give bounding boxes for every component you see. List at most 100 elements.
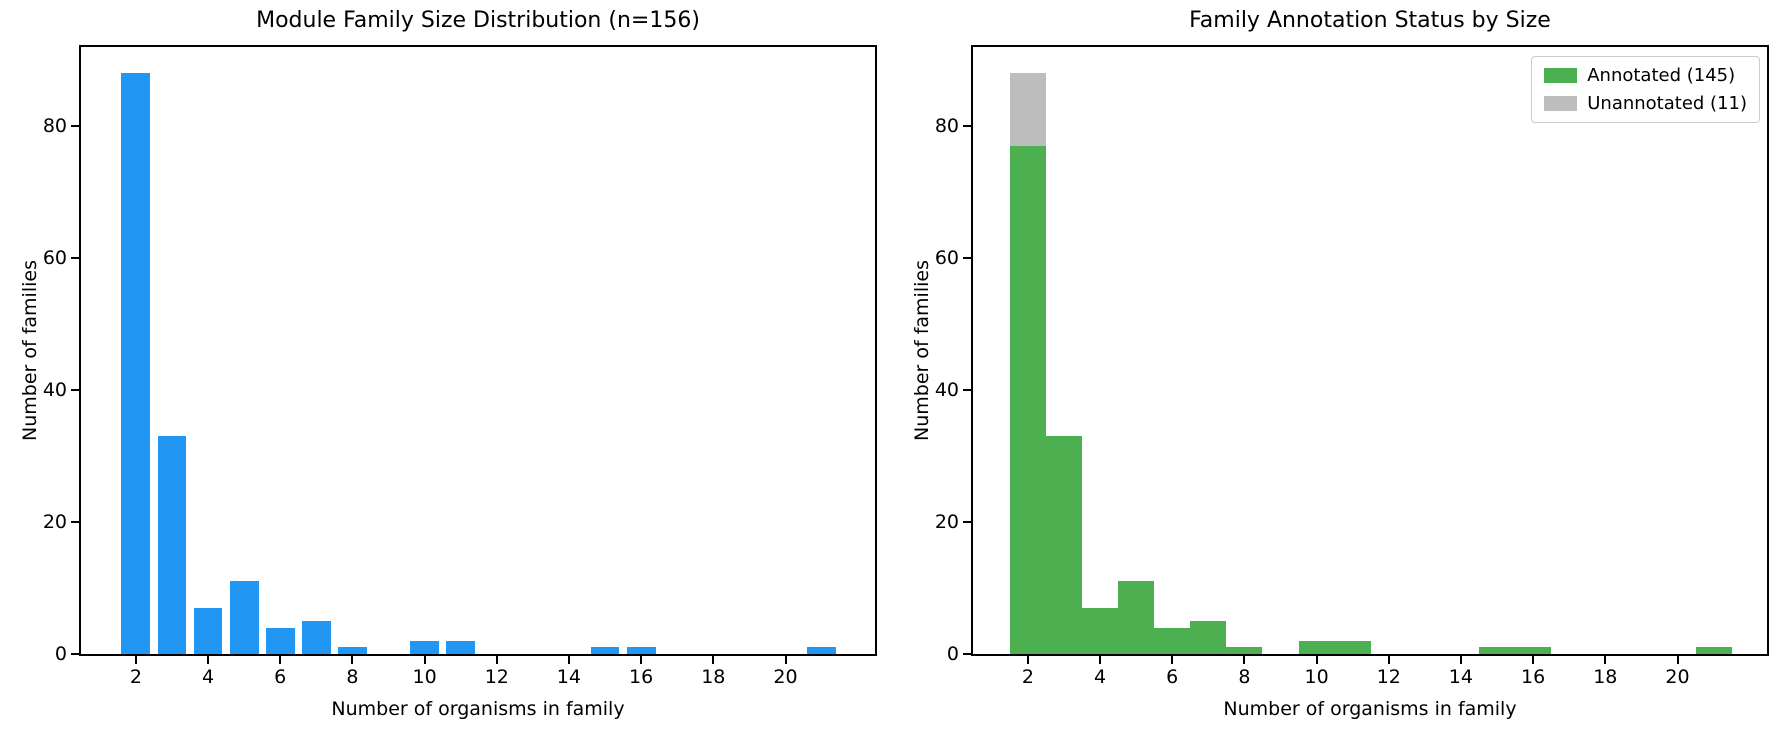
y-tick-label: 40 [42, 379, 67, 402]
y-tick [963, 653, 971, 655]
x-tick [134, 656, 137, 664]
bar-size-21-series-0 [1695, 647, 1732, 654]
y-tick-label: 60 [934, 247, 959, 270]
y-tick [963, 521, 971, 523]
y-tick-label: 0 [54, 643, 67, 665]
x-tick [495, 656, 498, 664]
left-chart-xlabel: Number of organisms in family [331, 698, 625, 720]
bar-size-7-series-0 [1190, 621, 1227, 654]
bar-size-8-series-0 [1226, 647, 1263, 654]
x-tick [1099, 656, 1101, 664]
x-tick-label: 8 [1238, 666, 1251, 688]
y-tick [71, 389, 79, 392]
bar-size-4-series-0 [1082, 607, 1119, 654]
x-tick [784, 656, 787, 664]
right-axes-bottom-spine [971, 654, 1769, 656]
y-tick [71, 257, 79, 260]
bar-size-11 [446, 640, 476, 654]
left-chart-axes: Module Family Size Distribution (n=156) … [19, 8, 877, 720]
y-tick-label: 20 [42, 511, 67, 533]
x-tick-label: 16 [1521, 666, 1546, 688]
y-tick-label: 80 [42, 115, 67, 138]
y-tick-label: 20 [934, 511, 959, 533]
x-tick-label: 16 [629, 666, 654, 688]
legend-entry-unannotated: Unannotated (11) [1544, 93, 1747, 114]
right-chart-ylabel: Number of families [911, 260, 933, 441]
x-tick-label: 14 [556, 666, 581, 688]
bar-size-6-series-0 [1154, 627, 1191, 654]
bar-size-8 [338, 647, 367, 654]
y-tick [71, 125, 79, 128]
y-tick [71, 521, 79, 523]
right-plot-area: 2 4 6 8 10 12 14 16 18 20 0 20 40 60 80 [935, 47, 1767, 688]
bar-size-6 [265, 627, 295, 654]
legend-label-annotated: Annotated (145) [1587, 65, 1736, 86]
y-tick-label: 80 [934, 115, 959, 138]
y-tick-label: 0 [946, 643, 959, 665]
bar-size-16 [626, 647, 656, 654]
bar-size-7 [301, 621, 331, 654]
right-axes-right-spine [1767, 47, 1769, 654]
x-tick [1459, 656, 1462, 664]
x-tick [207, 656, 209, 664]
x-tick-label: 6 [274, 666, 287, 688]
x-tick-label: 20 [1665, 666, 1690, 688]
bar-size-4 [193, 607, 223, 654]
bar-size-5-series-0 [1118, 581, 1155, 654]
x-tick-label: 10 [412, 666, 437, 688]
x-tick [1171, 656, 1174, 664]
bar-size-2-series-1 [1009, 73, 1046, 146]
x-tick [1315, 656, 1318, 664]
right-chart-axes: Family Annotation Status by Size Number … [911, 8, 1769, 720]
left-axes-left-spine [79, 47, 81, 654]
x-tick [351, 656, 354, 664]
x-tick-label: 2 [129, 666, 142, 688]
x-tick [1387, 656, 1390, 664]
x-tick [1604, 656, 1607, 664]
x-tick [279, 656, 282, 664]
y-tick [963, 257, 971, 260]
bar-size-2-series-0 [1009, 146, 1046, 654]
y-tick [963, 125, 971, 128]
y-tick-label: 60 [42, 247, 67, 270]
bar-size-3-series-0 [1045, 436, 1082, 654]
x-tick [712, 656, 715, 664]
x-tick-label: 12 [1376, 666, 1401, 688]
legend-entry-annotated: Annotated (145) [1544, 65, 1747, 86]
bar-size-5 [229, 581, 259, 654]
x-tick-label: 8 [346, 666, 359, 688]
bar-size-15-series-0 [1479, 647, 1516, 654]
bar-size-2 [121, 73, 151, 654]
x-tick [1243, 656, 1246, 664]
bar-size-16-series-0 [1515, 647, 1552, 654]
x-tick-label: 20 [773, 666, 798, 688]
legend-label-unannotated: Unannotated (11) [1587, 93, 1747, 114]
left-axes-right-spine [875, 47, 877, 654]
x-tick [567, 656, 570, 664]
y-tick [963, 389, 971, 392]
x-tick-label: 4 [1093, 666, 1107, 688]
x-tick [423, 656, 426, 664]
unannotated-swatch-icon [1544, 96, 1578, 111]
x-tick [1026, 656, 1029, 664]
y-tick [71, 653, 79, 655]
x-tick [640, 656, 643, 664]
x-tick-label: 4 [201, 666, 215, 688]
right-axes-left-spine [971, 47, 973, 654]
left-chart-ylabel: Number of families [19, 260, 41, 441]
y-tick-label: 40 [934, 379, 959, 402]
annotated-swatch-icon [1544, 68, 1578, 83]
bar-size-10 [410, 640, 439, 654]
x-tick-label: 6 [1166, 666, 1179, 688]
right-chart-xlabel: Number of organisms in family [1223, 698, 1517, 720]
x-tick [1532, 656, 1535, 664]
x-tick-label: 12 [484, 666, 509, 688]
x-tick-label: 18 [701, 666, 726, 688]
x-tick-label: 18 [1593, 666, 1618, 688]
left-chart-title: Module Family Size Distribution (n=156) [256, 8, 700, 33]
bar-size-11-series-0 [1334, 640, 1371, 654]
bar-size-10-series-0 [1298, 640, 1335, 654]
left-plot-area: 2 4 6 8 10 12 14 16 18 20 0 20 40 60 80 [43, 47, 875, 688]
x-tick-label: 10 [1304, 666, 1329, 688]
